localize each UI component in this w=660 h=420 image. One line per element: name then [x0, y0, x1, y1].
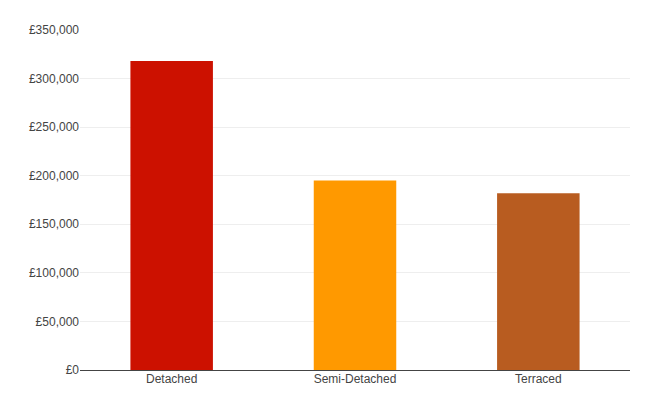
svg-text:Semi-Detached: Semi-Detached — [314, 372, 397, 386]
svg-text:£150,000: £150,000 — [29, 217, 79, 231]
svg-text:Terraced: Terraced — [515, 372, 562, 386]
svg-text:£300,000: £300,000 — [29, 72, 79, 86]
svg-text:£50,000: £50,000 — [36, 315, 80, 329]
svg-text:£200,000: £200,000 — [29, 169, 79, 183]
svg-text:£100,000: £100,000 — [29, 266, 79, 280]
svg-text:£0: £0 — [66, 363, 80, 377]
svg-text:£350,000: £350,000 — [29, 23, 79, 37]
svg-text:£250,000: £250,000 — [29, 120, 79, 134]
svg-text:Detached: Detached — [146, 372, 197, 386]
